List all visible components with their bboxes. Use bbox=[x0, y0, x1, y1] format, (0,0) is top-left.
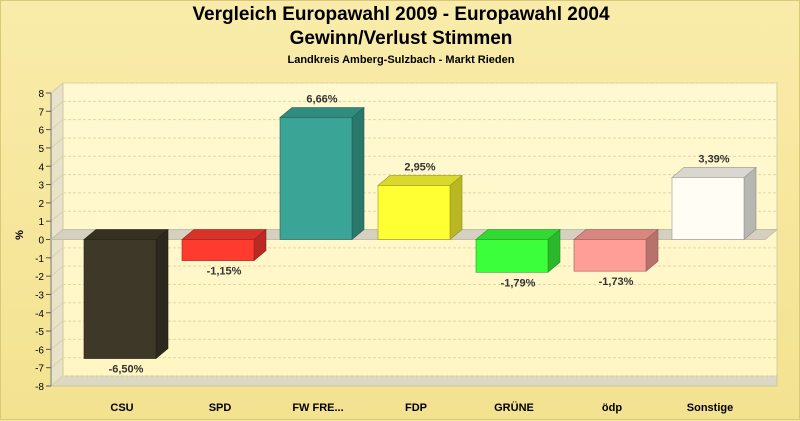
bar-top bbox=[475, 229, 561, 240]
bar-top bbox=[573, 229, 659, 240]
bar-value-label: 2,95% bbox=[404, 161, 435, 173]
y-tick-label: 1 bbox=[38, 217, 44, 228]
bar-side bbox=[449, 174, 463, 241]
y-tick-label: 3 bbox=[38, 181, 44, 192]
y-tick-label: 8 bbox=[38, 89, 44, 100]
bar-sonstige bbox=[671, 166, 757, 241]
gridline-side bbox=[50, 247, 64, 259]
y-tick-label: -3 bbox=[35, 290, 44, 301]
bar-front bbox=[181, 239, 255, 261]
gridline-side bbox=[50, 100, 64, 112]
chart-subtitle: Gewinn/Verlust Stimmen bbox=[289, 28, 513, 49]
bar-top bbox=[279, 107, 365, 118]
gridline-side bbox=[50, 210, 64, 222]
bars bbox=[83, 106, 757, 360]
bar-front bbox=[279, 117, 353, 240]
bar-fdp bbox=[377, 174, 463, 241]
gridline-side bbox=[50, 119, 64, 131]
gridline-side bbox=[50, 320, 64, 332]
bar-front bbox=[83, 239, 157, 359]
bar-ödp bbox=[573, 228, 659, 272]
y-tick-label: 5 bbox=[38, 144, 44, 155]
gridline-side bbox=[50, 82, 64, 94]
y-tick-label: 6 bbox=[38, 126, 44, 137]
bar-top bbox=[83, 229, 169, 240]
y-tick-label: -4 bbox=[35, 309, 44, 320]
bar-value-label: -1,79% bbox=[501, 277, 536, 289]
bar-value-label: -1,73% bbox=[599, 276, 634, 288]
bar-front bbox=[573, 239, 647, 272]
x-tick-label: ödp bbox=[602, 402, 622, 414]
bar-side bbox=[155, 228, 169, 360]
y-tick-label: -5 bbox=[35, 327, 44, 338]
chart-title: Vergleich Europawahl 2009 - Europawahl 2… bbox=[192, 4, 610, 25]
bar-value-label: -1,15% bbox=[207, 266, 242, 278]
gridline-side bbox=[50, 375, 64, 387]
bar-top bbox=[671, 167, 757, 178]
y-tick-label: -6 bbox=[35, 345, 44, 356]
x-tick-label: CSU bbox=[110, 402, 133, 414]
bar-value-label: -6,50% bbox=[109, 364, 144, 376]
y-tick-label: -7 bbox=[35, 364, 44, 375]
bar-csu bbox=[83, 228, 169, 360]
x-tick-label: FW FRE... bbox=[292, 402, 343, 414]
bar-grüne bbox=[475, 228, 561, 273]
bar-front bbox=[671, 177, 745, 240]
bar-top bbox=[377, 175, 463, 186]
bar-value-label: 3,39% bbox=[698, 153, 729, 165]
y-tick-label: 4 bbox=[38, 162, 44, 173]
gridline-side bbox=[50, 284, 64, 295]
gridline-side bbox=[50, 155, 64, 167]
plot-floor bbox=[49, 375, 778, 387]
y-tick-label: 7 bbox=[38, 107, 44, 118]
bar-front bbox=[475, 239, 549, 273]
bar-top bbox=[181, 229, 267, 240]
gridline-side bbox=[50, 137, 64, 149]
bar-spd bbox=[181, 228, 267, 262]
y-tick-label: 0 bbox=[38, 236, 44, 247]
y-tick-label: -1 bbox=[35, 254, 44, 265]
bar-fwfre bbox=[279, 106, 365, 241]
bar-side bbox=[351, 106, 365, 241]
x-tick-label: GRÜNE bbox=[494, 401, 534, 414]
chart-location: Landkreis Amberg-Sulzbach - Markt Rieden bbox=[287, 54, 515, 66]
y-axis-label: % bbox=[14, 230, 26, 240]
bar-front bbox=[377, 185, 451, 240]
x-tick-label: FDP bbox=[405, 402, 427, 414]
gridline-side bbox=[50, 174, 64, 185]
gridline-side bbox=[50, 302, 64, 314]
bar-value-label: 6,66% bbox=[306, 94, 337, 106]
gridline-side bbox=[50, 357, 64, 369]
bar-side bbox=[743, 166, 757, 241]
gridline-side bbox=[50, 192, 64, 204]
y-tick-label: -2 bbox=[35, 272, 44, 283]
x-tick-label: SPD bbox=[209, 402, 232, 414]
labels: -8 -7 -6 -5 -4 -3 -2 -1 0 1 2 3 4 5 6 7 8 -6,50% CSU -1,15%… bbox=[35, 89, 733, 414]
gridline-side bbox=[50, 338, 64, 350]
y-tick-label: 2 bbox=[38, 199, 44, 210]
gridline-side bbox=[50, 265, 64, 277]
x-tick-label: Sonstige bbox=[687, 402, 733, 414]
y-tick-label: -8 bbox=[35, 382, 44, 393]
